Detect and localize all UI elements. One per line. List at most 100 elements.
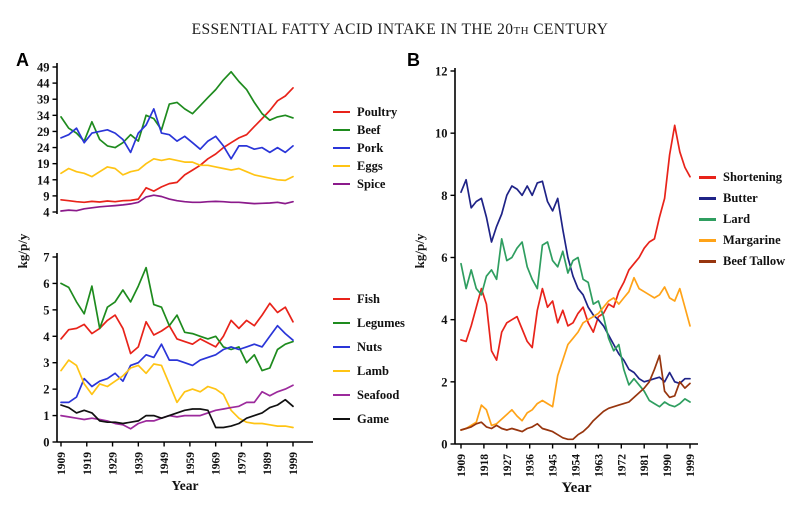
x-tick-label: 1929: [108, 452, 120, 475]
legend-swatch-game: [333, 417, 350, 421]
y-tick-label: 8: [441, 189, 447, 203]
y-tick-label: 2: [441, 375, 447, 389]
y-tick-label: 44: [37, 77, 50, 91]
legend-swatch-legumes: [333, 321, 350, 325]
y-tick-label: 3: [43, 356, 49, 370]
legend-item-butter: Butter: [699, 188, 785, 209]
legend-label-butter: Butter: [723, 191, 758, 205]
x-tick-label: 1936: [525, 454, 537, 477]
series-line-butter: [460, 178, 691, 385]
y-tick-label: 4: [441, 313, 448, 327]
x-tick-label: 1989: [262, 452, 274, 475]
legend-swatch-beef-tallow: [699, 260, 716, 263]
y-tick-label: 49: [37, 61, 50, 75]
y-tick-label: 4: [43, 330, 50, 344]
figure-title-tail: CENTURY: [528, 21, 609, 38]
x-tick-label: 1959: [185, 452, 197, 475]
x-tick-label: 1949: [159, 452, 171, 475]
x-tick-label: 1981: [639, 454, 651, 477]
legend-item-shortening: Shortening: [699, 167, 785, 188]
figure-title-main: ESSENTIAL FATTY ACID INTAKE IN THE 20: [191, 21, 514, 38]
legend-item-spice: Spice: [333, 175, 397, 193]
series-line-poultry: [60, 87, 294, 204]
series-line-legumes: [60, 266, 294, 372]
legend-item-legumes: Legumes: [333, 311, 405, 335]
legend-panel-b: Shortening Butter Lard Margarine Beef Tallow: [699, 167, 785, 272]
y-tick-label: 10: [435, 127, 448, 141]
series-line-shortening: [460, 124, 691, 361]
x-tick-label: 1972: [616, 454, 628, 477]
y-tick-label: 1: [43, 409, 49, 423]
legend-label-beef-tallow: Beef Tallow: [723, 254, 786, 268]
legend-swatch-lard: [699, 218, 716, 221]
x-axis-label: Year: [172, 478, 199, 493]
x-tick-label: 1909: [56, 452, 68, 475]
y-tick-label: 24: [37, 141, 50, 155]
x-tick-label: 1919: [82, 452, 94, 475]
series-line-eggs: [60, 157, 294, 182]
legend-label-seafood: Seafood: [357, 387, 400, 402]
legend-label-margarine: Margarine: [723, 233, 781, 247]
x-tick-label: 1945: [548, 454, 560, 477]
legend-swatch-margarine: [699, 239, 716, 242]
legend-label-nuts: Nuts: [357, 339, 383, 354]
legend-label-eggs: Eggs: [357, 158, 383, 173]
series-line-lard: [460, 238, 691, 408]
figure-title-ordinal: TH: [513, 25, 529, 37]
legend-swatch-seafood: [333, 393, 350, 397]
series-line-nuts: [60, 324, 294, 404]
legend-item-lamb: Lamb: [333, 359, 405, 383]
legend-swatch-fish: [333, 297, 350, 301]
x-tick-label: 1927: [502, 454, 514, 477]
x-tick-label: 1990: [662, 454, 674, 477]
legend-swatch-beef: [333, 128, 350, 132]
legend-panel-a-bottom: Fish Legumes Nuts Lamb Seafood Game: [333, 287, 405, 431]
panel-a-label: A: [16, 50, 29, 70]
series-line-pork: [60, 108, 294, 160]
series-line-lamb: [60, 359, 294, 429]
y-tick-label: 4: [43, 206, 50, 220]
series-line-spice: [60, 194, 294, 212]
legend-label-lard: Lard: [723, 212, 751, 226]
legend-swatch-nuts: [333, 345, 350, 349]
panel-b-label: B: [407, 50, 420, 70]
series-line-game: [60, 398, 294, 429]
series-line-margarine: [460, 276, 691, 431]
x-tick-label: 1963: [593, 454, 605, 477]
legend-item-margarine: Margarine: [699, 230, 785, 251]
legend-item-lard: Lard: [699, 209, 785, 230]
legend-item-fish: Fish: [333, 287, 405, 311]
y-tick-label: 2: [43, 383, 49, 397]
y-tick-label: 12: [435, 65, 448, 79]
x-tick-label: 1939: [133, 452, 145, 475]
y-tick-label: 6: [441, 251, 447, 265]
y-tick-label: 7: [43, 251, 49, 265]
legend-item-pork: Pork: [333, 139, 397, 157]
legend-label-shortening: Shortening: [723, 170, 783, 184]
legend-label-pork: Pork: [357, 140, 384, 155]
series-line-seafood: [60, 384, 294, 430]
series-line-beef-tallow: [460, 354, 691, 441]
legend-item-game: Game: [333, 407, 405, 431]
legend-panel-a-top: Poultry Beef Pork Eggs Spice: [333, 103, 397, 193]
legend-swatch-eggs: [333, 164, 350, 168]
legend-item-beef: Beef: [333, 121, 397, 139]
legend-item-seafood: Seafood: [333, 383, 405, 407]
y-tick-label: 0: [43, 436, 49, 450]
legend-swatch-spice: [333, 182, 350, 186]
legend-label-beef: Beef: [357, 122, 381, 137]
chart-panel-a-fish-legumes: 0 1 2 3 4 5 6 7 1909 1919 1929 1939 1949 1959 1969 1979…: [43, 251, 313, 493]
y-tick-label: 19: [37, 157, 50, 171]
chart-panel-b-fats: 0 2 4 6 8 10 12 1909 1918 1927 1936 1945 1954 1963 197…: [435, 65, 698, 496]
x-tick-label: 1969: [211, 452, 223, 475]
x-tick-label: 1918: [479, 454, 491, 477]
x-axis-label: Year: [562, 480, 592, 496]
y-tick-label: 0: [441, 438, 447, 452]
legend-swatch-butter: [699, 197, 716, 200]
legend-label-spice: Spice: [357, 176, 386, 191]
y-tick-label: 39: [37, 93, 50, 107]
panel-a-y-axis-label: kg/p/y: [15, 233, 30, 269]
legend-swatch-pork: [333, 146, 350, 150]
